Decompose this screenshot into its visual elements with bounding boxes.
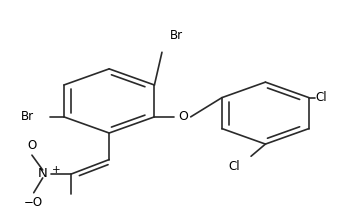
Text: O: O xyxy=(178,110,188,123)
Text: Br: Br xyxy=(21,110,34,123)
Text: +: + xyxy=(52,165,60,175)
Text: −O: −O xyxy=(24,196,43,209)
Text: Br: Br xyxy=(170,29,183,42)
Text: N: N xyxy=(38,168,47,181)
Text: O: O xyxy=(27,139,37,152)
Text: Cl: Cl xyxy=(229,159,240,172)
Text: Cl: Cl xyxy=(316,91,327,104)
